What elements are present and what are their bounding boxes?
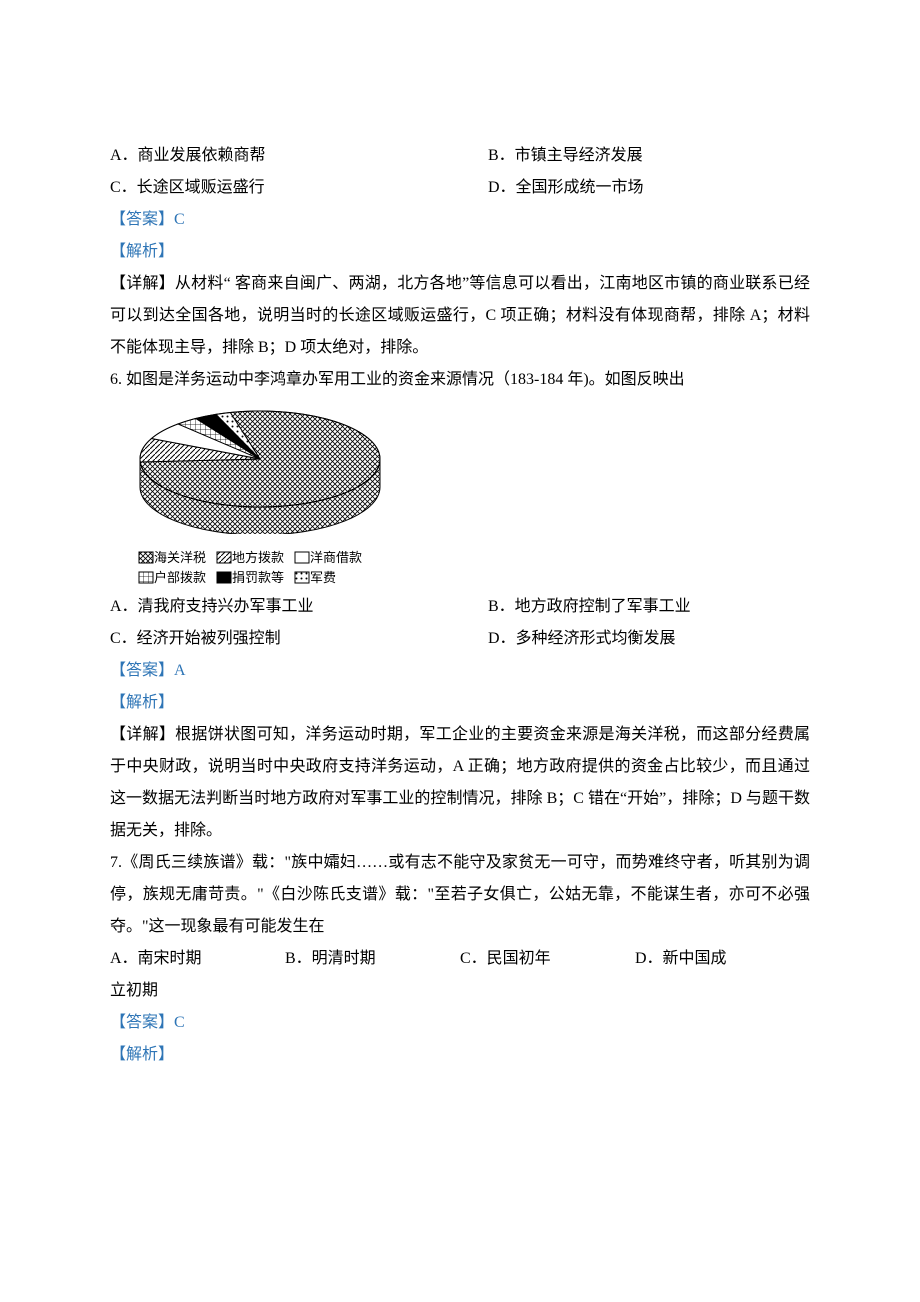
legend-item: 洋商借款 — [294, 548, 362, 568]
legend-label: 捐罚款等 — [232, 568, 284, 588]
legend-label: 户部拨款 — [154, 568, 206, 588]
q6-option-c: C．经济开始被列强控制 — [110, 623, 488, 655]
legend-item: 军费 — [294, 568, 336, 588]
legend-label: 洋商借款 — [310, 548, 362, 568]
q6-stem: 6. 如图是洋务运动中李鸿章办军用工业的资金来源情况（183-184 年)。如图… — [110, 364, 810, 396]
q7-option-a: A．南宋时期 — [110, 943, 285, 975]
legend-label: 地方拨款 — [232, 548, 284, 568]
q7-option-b: B．明清时期 — [285, 943, 460, 975]
q5-explanation-label: 【解析】 — [110, 236, 810, 268]
legend-label: 军费 — [310, 568, 336, 588]
q5-answer: 【答案】C — [110, 204, 810, 236]
q5-option-c: C．长途区域贩运盛行 — [110, 172, 488, 204]
q7-stem: 7.《周氏三续族谱》载："族中孀妇……或有志不能守及家贫无一可守，而势难终守者，… — [110, 847, 810, 943]
q6-chart-legend: 海关洋税 地方拨款 洋商借款 户部拨款 捐罚款等 军费 — [110, 548, 810, 587]
q6-explanation-label: 【解析】 — [110, 687, 810, 719]
q7-answer: 【答案】C — [110, 1007, 810, 1039]
q7-explanation-label: 【解析】 — [110, 1039, 810, 1071]
q5-option-d: D．全国形成统一市场 — [488, 172, 810, 204]
q5-explanation: 【详解】从材料“ 客商来自闽广、两湖，北方各地”等信息可以看出，江南地区市镇的商… — [110, 268, 810, 364]
q7-option-d-cont: 立初期 — [110, 975, 810, 1007]
q6-option-d: D．多种经济形式均衡发展 — [488, 623, 810, 655]
q5-option-b: B．市镇主导经济发展 — [488, 140, 810, 172]
q6-pie-chart: 海关洋税 地方拨款 洋商借款 户部拨款 捐罚款等 军费 — [110, 404, 810, 587]
q6-answer: 【答案】A — [110, 655, 810, 687]
legend-item: 海关洋税 — [138, 548, 206, 568]
q6-option-a: A．清我府支持兴办军事工业 — [110, 591, 488, 623]
legend-item: 户部拨款 — [138, 568, 206, 588]
q5-option-a: A．商业发展依赖商帮 — [110, 140, 488, 172]
q7-option-c: C．民国初年 — [460, 943, 635, 975]
legend-item: 捐罚款等 — [216, 568, 284, 588]
pie-chart-svg — [110, 404, 410, 534]
q6-option-b: B．地方政府控制了军事工业 — [488, 591, 810, 623]
legend-item: 地方拨款 — [216, 548, 284, 568]
legend-label: 海关洋税 — [154, 548, 206, 568]
q7-option-d: D．新中国成 — [635, 943, 810, 975]
q6-explanation: 【详解】根据饼状图可知，洋务运动时期，军工企业的主要资金来源是海关洋税，而这部分… — [110, 719, 810, 847]
